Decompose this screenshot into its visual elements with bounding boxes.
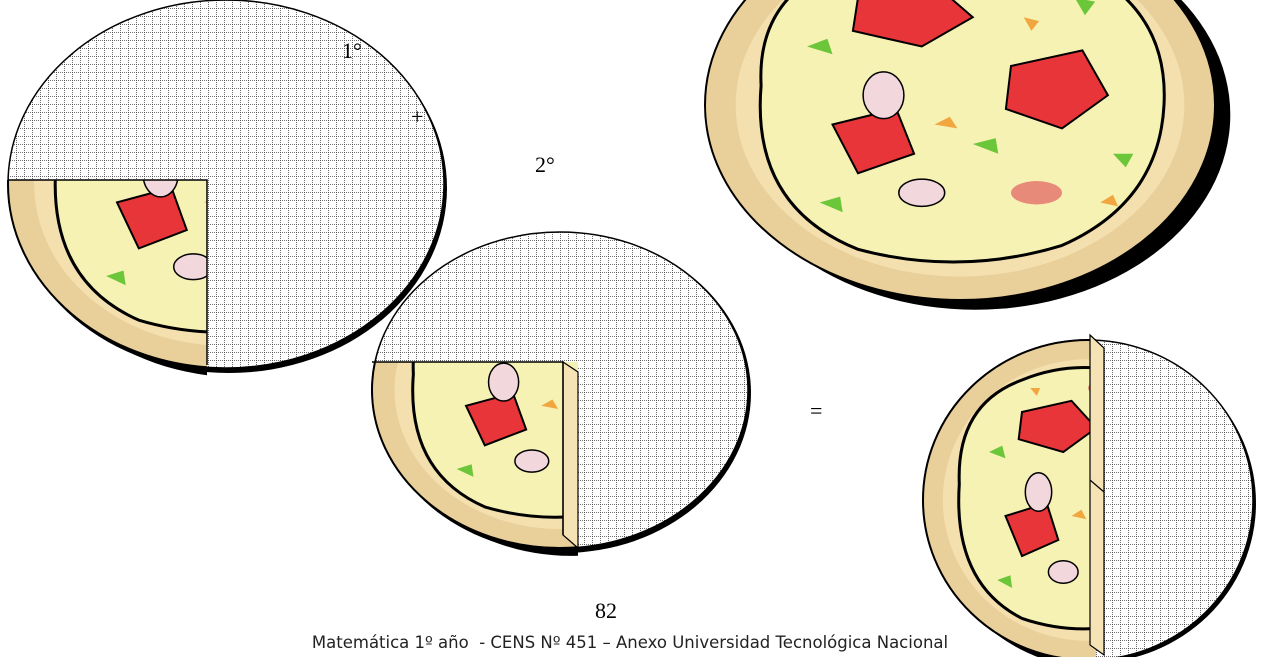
first-label: 1° xyxy=(342,38,362,63)
second-label: 2° xyxy=(535,152,555,177)
page-canvas: 1° + 2° = 82 Matemática 1º año - CENS Nº… xyxy=(0,0,1270,657)
footer-text: Matemática 1º año - CENS Nº 451 – Anexo … xyxy=(312,633,948,652)
pizza-two xyxy=(372,232,759,556)
pizza-whole xyxy=(705,0,1230,310)
equals-sign: = xyxy=(810,398,822,423)
page: {"labels": {"first": "1°", "plus": "+", … xyxy=(0,0,1270,657)
page-number: 82 xyxy=(595,598,617,623)
pizza-one xyxy=(8,0,457,377)
plus-sign: + xyxy=(411,104,423,129)
pizza-result xyxy=(923,335,1263,657)
